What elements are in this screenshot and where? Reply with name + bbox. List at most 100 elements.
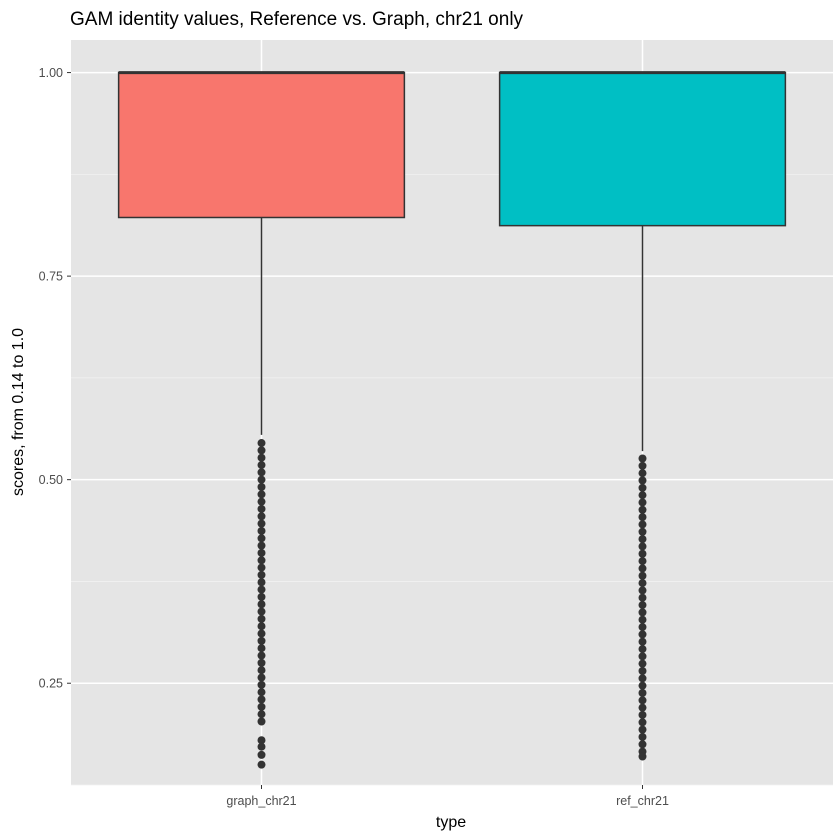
outlier-point bbox=[257, 592, 266, 601]
outlier-point bbox=[638, 637, 647, 646]
outlier-point bbox=[257, 570, 266, 579]
outlier-point bbox=[638, 549, 647, 558]
outlier-point bbox=[257, 651, 266, 660]
outlier-point bbox=[638, 674, 647, 683]
outlier-point bbox=[257, 688, 266, 697]
outlier-point bbox=[257, 750, 266, 759]
x-axis-title: type bbox=[436, 814, 466, 831]
outlier-point bbox=[257, 614, 266, 623]
outlier-point bbox=[638, 667, 647, 676]
outlier-point bbox=[257, 629, 266, 638]
outlier-point bbox=[257, 717, 266, 726]
outlier-point bbox=[638, 542, 647, 551]
outlier-point bbox=[257, 760, 266, 769]
outlier-point bbox=[638, 752, 647, 761]
outlier-point bbox=[638, 579, 647, 588]
y-axis-title: scores, from 0.14 to 1.0 bbox=[10, 328, 27, 496]
outlier-point bbox=[257, 644, 266, 653]
box-body bbox=[117, 71, 406, 219]
box-graph_chr21 bbox=[117, 71, 406, 769]
outlier-point bbox=[257, 446, 266, 455]
outlier-point bbox=[638, 703, 647, 712]
outlier-point bbox=[257, 468, 266, 477]
outlier-point bbox=[638, 469, 647, 478]
outlier-point bbox=[638, 630, 647, 639]
outlier-point bbox=[257, 695, 266, 704]
outlier-point bbox=[257, 475, 266, 484]
outlier-point bbox=[638, 571, 647, 580]
box-ref_chr21 bbox=[498, 71, 787, 761]
chart-title: GAM identity values, Reference vs. Graph… bbox=[70, 9, 524, 30]
outlier-point bbox=[257, 622, 266, 631]
outlier-point bbox=[257, 600, 266, 609]
outlier-point bbox=[257, 636, 266, 645]
outlier-point bbox=[638, 681, 647, 690]
y-tick-label: 0.50 bbox=[39, 473, 63, 487]
outlier-point bbox=[638, 593, 647, 602]
outlier-point bbox=[257, 556, 266, 565]
outlier-point bbox=[257, 673, 266, 682]
outlier-point bbox=[638, 491, 647, 500]
outlier-point bbox=[257, 453, 266, 462]
outlier-point bbox=[638, 505, 647, 514]
outlier-point bbox=[257, 483, 266, 491]
x-tick-label: graph_chr21 bbox=[226, 794, 296, 808]
y-axis: 0.25 0.50 0.75 1.00 bbox=[39, 66, 71, 691]
outlier-point bbox=[257, 504, 266, 513]
outlier-point bbox=[257, 512, 266, 521]
outlier-point bbox=[638, 732, 647, 741]
x-axis: graph_chr21 ref_chr21 bbox=[226, 785, 669, 808]
outlier-point bbox=[257, 526, 266, 535]
outlier-point bbox=[257, 658, 266, 667]
outlier-point bbox=[257, 607, 266, 616]
outlier-point bbox=[638, 513, 647, 522]
outlier-point bbox=[638, 696, 647, 705]
outlier-point bbox=[638, 557, 647, 566]
x-tick-label: ref_chr21 bbox=[616, 794, 669, 808]
outlier-point bbox=[638, 498, 647, 507]
outlier-point bbox=[257, 461, 266, 470]
outlier-point bbox=[638, 659, 647, 668]
y-tick-label: 1.00 bbox=[39, 66, 63, 80]
outlier-point bbox=[257, 439, 266, 448]
outlier-point bbox=[257, 585, 266, 594]
outlier-point bbox=[638, 564, 647, 573]
outlier-point bbox=[638, 623, 647, 632]
outlier-point bbox=[638, 454, 647, 463]
outlier-point bbox=[257, 519, 266, 528]
outlier-point bbox=[638, 527, 647, 536]
boxes-layer bbox=[117, 71, 787, 769]
outlier-point bbox=[638, 688, 647, 697]
outlier-point bbox=[257, 490, 266, 499]
outlier-point bbox=[638, 652, 647, 661]
outlier-point bbox=[257, 736, 266, 745]
outlier-point bbox=[257, 666, 266, 675]
outlier-point bbox=[257, 541, 266, 550]
outlier-point bbox=[638, 718, 647, 727]
y-tick-label: 0.25 bbox=[39, 677, 63, 691]
outlier-point bbox=[638, 461, 647, 470]
outlier-point bbox=[257, 578, 266, 587]
outlier-point bbox=[257, 742, 266, 751]
outlier-point bbox=[638, 586, 647, 595]
outlier-point bbox=[638, 725, 647, 734]
outlier-point bbox=[257, 548, 266, 557]
outlier-point bbox=[638, 615, 647, 624]
y-tick-label: 0.75 bbox=[39, 270, 63, 284]
outlier-point bbox=[257, 534, 266, 543]
box-body bbox=[498, 71, 787, 227]
outlier-point bbox=[638, 645, 647, 654]
outlier-point bbox=[638, 740, 647, 749]
outlier-point bbox=[638, 608, 647, 617]
outlier-point bbox=[638, 535, 647, 544]
outlier-point bbox=[638, 476, 647, 485]
outlier-point bbox=[257, 497, 266, 506]
outlier-point bbox=[257, 702, 266, 711]
outlier-point bbox=[638, 483, 647, 492]
outlier-point bbox=[638, 601, 647, 610]
outlier-point bbox=[257, 563, 266, 572]
outlier-point bbox=[638, 710, 647, 719]
outlier-point bbox=[257, 710, 266, 719]
outlier-point bbox=[257, 680, 266, 689]
